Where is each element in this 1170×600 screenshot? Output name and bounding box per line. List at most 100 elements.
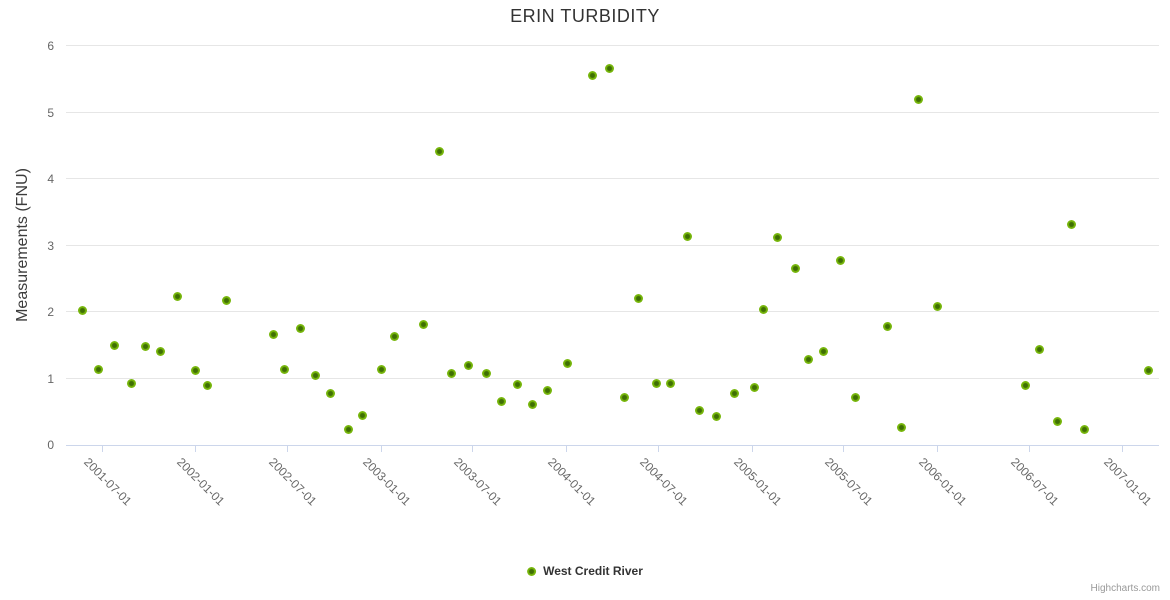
x-axis-line: [66, 445, 1159, 446]
y-gridline: [66, 111, 1159, 113]
data-point[interactable]: [269, 330, 279, 340]
data-point[interactable]: [295, 324, 305, 334]
data-point[interactable]: [191, 366, 201, 376]
data-point[interactable]: [620, 392, 630, 402]
data-point[interactable]: [311, 371, 321, 381]
data-point[interactable]: [325, 389, 335, 399]
x-tick-mark: [472, 446, 474, 452]
data-point[interactable]: [750, 383, 760, 393]
y-gridline: [66, 45, 1159, 46]
x-tick-label: 2006-01-01: [915, 455, 970, 509]
data-point[interactable]: [665, 379, 675, 389]
data-point[interactable]: [729, 388, 739, 398]
data-point[interactable]: [1021, 381, 1031, 391]
data-point[interactable]: [588, 71, 598, 81]
x-tick-label: 2004-07-01: [637, 455, 691, 509]
data-point[interactable]: [418, 320, 428, 330]
y-gridline: [66, 178, 1159, 179]
data-point[interactable]: [155, 346, 165, 356]
x-tick-label: 2003-01-01: [359, 455, 414, 509]
data-point[interactable]: [496, 397, 506, 407]
chart-title: ERIN TURBIDITY: [510, 6, 660, 26]
data-point[interactable]: [913, 94, 923, 104]
data-point[interactable]: [376, 364, 386, 374]
data-point[interactable]: [1080, 424, 1090, 434]
y-tick-label: 1: [47, 371, 54, 386]
data-point[interactable]: [759, 304, 769, 314]
x-tick-mark: [936, 446, 938, 452]
data-point[interactable]: [93, 365, 103, 375]
data-point[interactable]: [77, 306, 87, 316]
data-point[interactable]: [835, 255, 845, 265]
legend-label: West Credit River: [543, 564, 643, 578]
x-tick-label: 2002-01-01: [174, 455, 228, 509]
legend-item-west-credit-river[interactable]: West Credit River: [527, 564, 643, 578]
data-point[interactable]: [126, 379, 136, 389]
data-point[interactable]: [790, 263, 800, 273]
data-point[interactable]: [464, 361, 474, 371]
y-tick-label: 2: [47, 305, 54, 319]
data-point[interactable]: [604, 64, 614, 74]
y-tick-label: 3: [47, 238, 54, 253]
x-tick-label: 2005-01-01: [730, 455, 784, 509]
data-point[interactable]: [711, 411, 721, 421]
y-gridline: [66, 377, 1159, 379]
x-tick-mark: [380, 446, 382, 452]
x-tick-mark: [843, 446, 845, 452]
data-point[interactable]: [772, 233, 782, 243]
data-point[interactable]: [633, 293, 643, 303]
data-point[interactable]: [1144, 366, 1154, 376]
data-point[interactable]: [1034, 344, 1044, 354]
x-tick-label: 2003-07-01: [451, 455, 505, 509]
legend-marker-icon: [527, 566, 537, 576]
credits-link[interactable]: Highcharts.com: [1090, 583, 1160, 594]
data-point[interactable]: [357, 411, 367, 421]
data-point[interactable]: [343, 425, 353, 435]
x-tick-mark: [751, 446, 753, 452]
x-tick-label: 2007-01-01: [1101, 455, 1155, 509]
data-point[interactable]: [543, 385, 553, 395]
data-point[interactable]: [481, 368, 491, 378]
data-point[interactable]: [896, 423, 906, 433]
data-point[interactable]: [389, 332, 399, 342]
y-tick-label: 5: [47, 105, 54, 120]
data-point[interactable]: [202, 381, 212, 391]
y-tick-label: 0: [47, 438, 54, 452]
x-tick-label: 2004-01-01: [544, 455, 599, 509]
data-point[interactable]: [173, 291, 183, 301]
x-tick-mark: [195, 446, 197, 452]
y-gridline: [66, 311, 1159, 312]
data-point[interactable]: [818, 346, 828, 356]
data-point[interactable]: [682, 231, 692, 241]
y-gridline: [66, 244, 1159, 246]
data-point[interactable]: [512, 379, 522, 389]
x-tick-label: 2006-07-01: [1007, 455, 1061, 509]
data-point[interactable]: [1067, 220, 1077, 230]
data-point[interactable]: [883, 322, 893, 332]
data-point[interactable]: [563, 358, 573, 368]
x-tick-mark: [1121, 446, 1123, 452]
x-tick-label: 2005-07-01: [822, 455, 876, 509]
y-tick-label: 4: [47, 172, 54, 186]
data-point[interactable]: [652, 379, 662, 389]
data-point[interactable]: [694, 405, 704, 415]
data-point[interactable]: [851, 393, 861, 403]
data-point[interactable]: [1053, 416, 1062, 426]
data-point[interactable]: [527, 399, 537, 409]
data-point[interactable]: [804, 355, 814, 365]
x-tick-mark: [565, 446, 567, 452]
x-tick-mark: [102, 446, 104, 452]
x-tick-label: 2001-07-01: [81, 455, 135, 509]
x-tick-label: 2002-07-01: [266, 455, 320, 509]
data-point[interactable]: [140, 342, 150, 352]
data-point[interactable]: [434, 147, 444, 157]
data-point[interactable]: [280, 365, 290, 375]
data-point[interactable]: [221, 296, 231, 306]
data-point[interactable]: [932, 302, 942, 312]
data-point[interactable]: [109, 340, 119, 350]
y-tick-label: 6: [47, 39, 54, 53]
data-point[interactable]: [446, 369, 456, 379]
x-tick-mark: [287, 446, 289, 452]
x-tick-mark: [658, 446, 660, 452]
